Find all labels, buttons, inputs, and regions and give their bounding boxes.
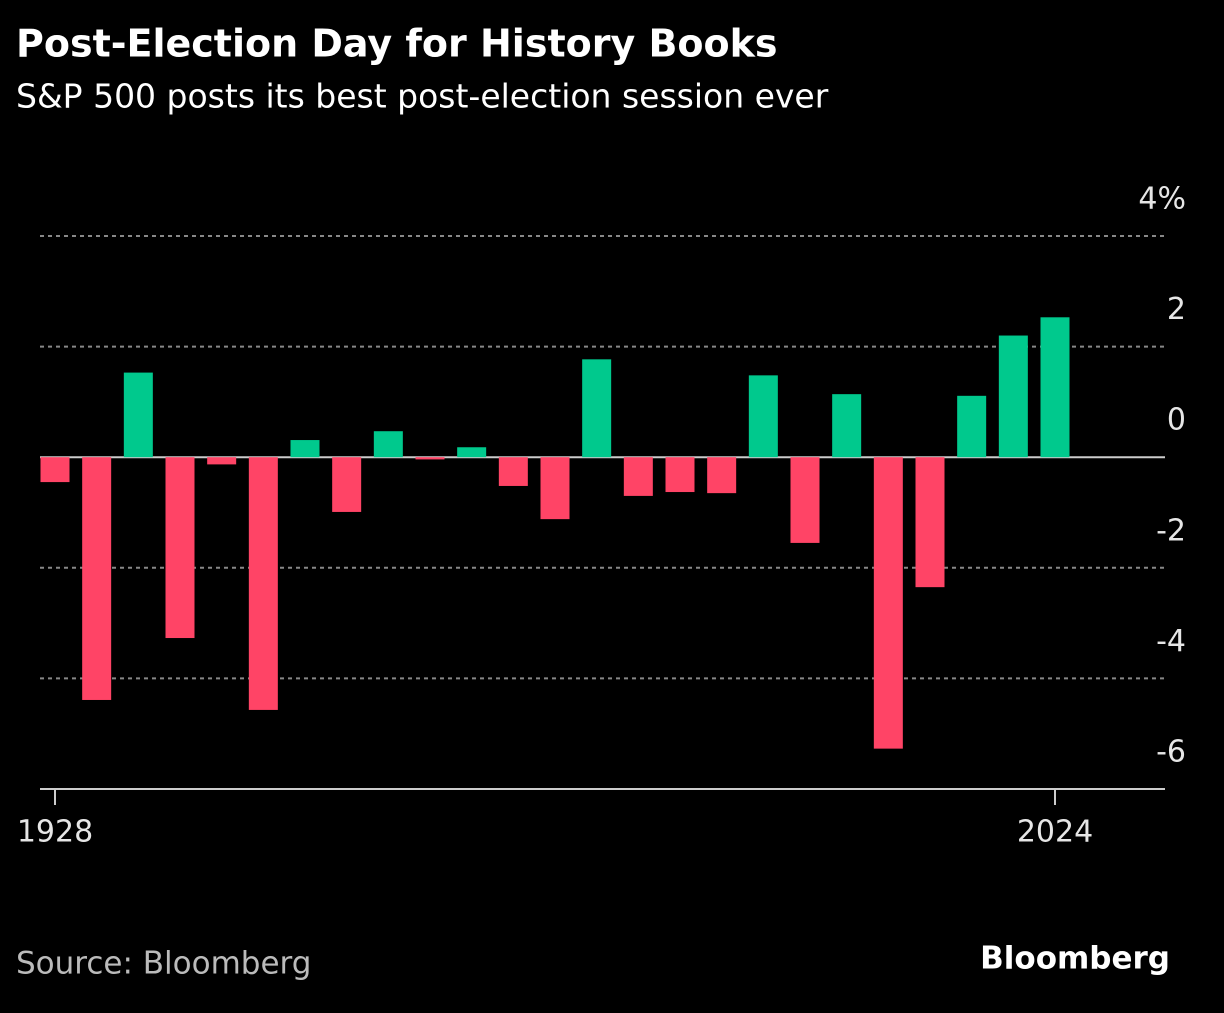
bar bbox=[998, 335, 1028, 458]
bar bbox=[373, 431, 403, 458]
y-tick-label: -6 bbox=[1156, 735, 1186, 770]
brand-logo: Bloomberg bbox=[980, 941, 1170, 977]
bar bbox=[332, 457, 362, 512]
bar bbox=[915, 457, 945, 588]
bar bbox=[1040, 317, 1070, 458]
bar bbox=[873, 457, 903, 749]
y-tick-label: -2 bbox=[1156, 513, 1186, 548]
bar bbox=[207, 457, 237, 465]
bar bbox=[957, 395, 987, 458]
bar bbox=[248, 457, 278, 710]
x-tick-label: 1928 bbox=[17, 815, 93, 850]
y-tick-label: 4% bbox=[1138, 182, 1186, 217]
y-tick-label: 2 bbox=[1167, 292, 1186, 327]
bar bbox=[790, 457, 820, 543]
bar bbox=[82, 457, 112, 700]
bar bbox=[498, 457, 528, 486]
chart-title: Post-Election Day for History Books bbox=[16, 22, 778, 66]
bar bbox=[165, 457, 195, 639]
chart-subtitle: S&P 500 posts its best post-election ses… bbox=[16, 77, 829, 116]
bar bbox=[748, 375, 778, 458]
bar bbox=[623, 457, 653, 496]
bar bbox=[707, 457, 737, 494]
bar bbox=[457, 447, 487, 458]
source-note: Source: Bloomberg bbox=[16, 946, 311, 982]
bar bbox=[582, 359, 612, 458]
bar bbox=[832, 394, 862, 458]
bar bbox=[665, 457, 695, 493]
x-tick-label: 2024 bbox=[1017, 815, 1093, 850]
y-tick-label: 0 bbox=[1167, 403, 1186, 438]
bar bbox=[540, 457, 570, 520]
y-tick-label: -4 bbox=[1156, 624, 1186, 659]
bar bbox=[415, 457, 445, 460]
bar bbox=[40, 457, 70, 483]
bar bbox=[123, 372, 153, 458]
bar bbox=[290, 440, 320, 458]
